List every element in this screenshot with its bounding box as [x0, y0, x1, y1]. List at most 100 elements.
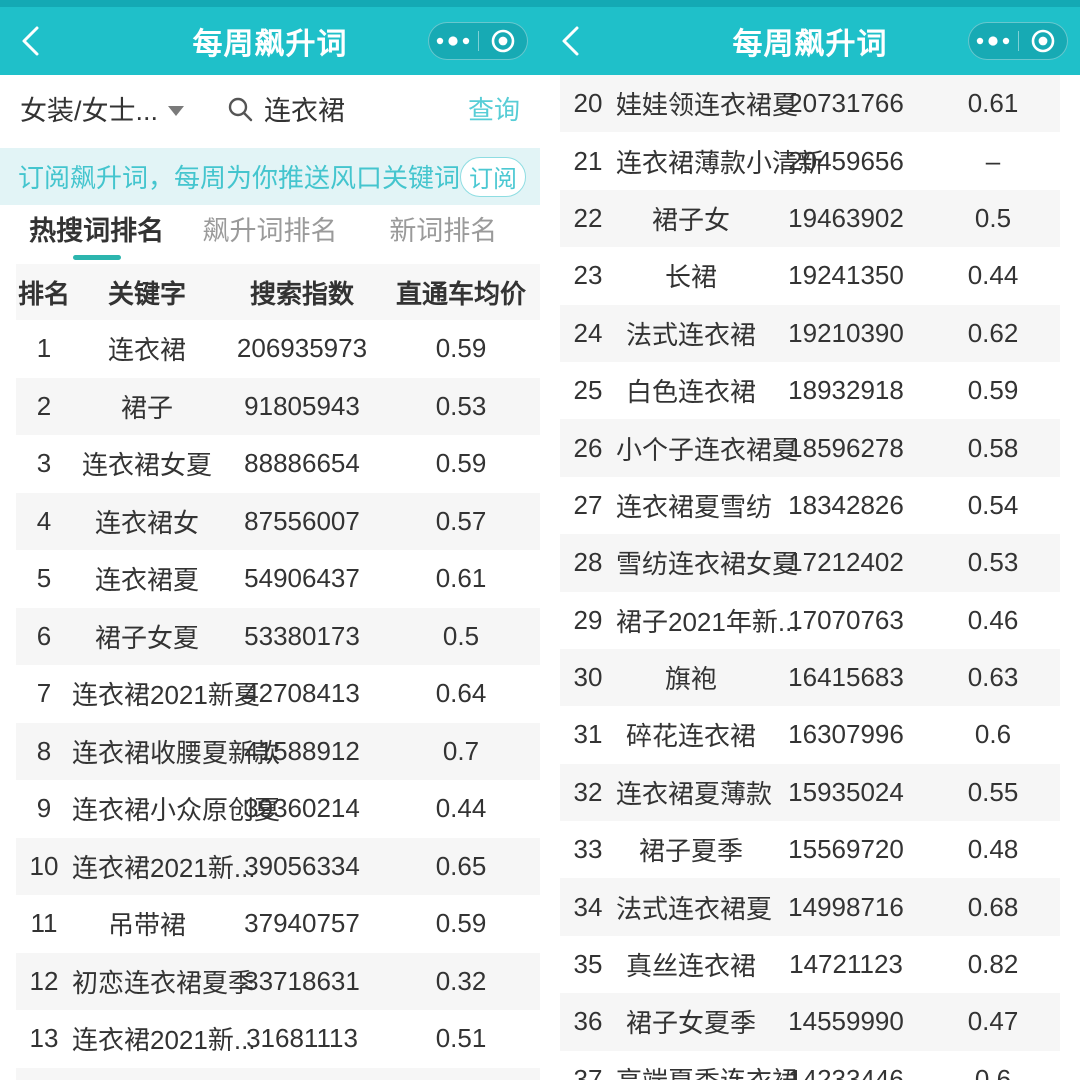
ranking-list[interactable]: 20 娃娃领连衣裙夏 20731766 0.61 21 连衣裙薄款小清新 20459656 –…	[560, 75, 1060, 1080]
column-header-keyword: 关键字	[107, 278, 186, 309]
index-cell: 88886654	[244, 448, 360, 479]
index-cell: 42708413	[244, 678, 360, 709]
caret-down-icon	[168, 105, 185, 116]
index-cell: 54906437	[244, 563, 360, 594]
price-cell: 0.63	[967, 662, 1019, 693]
table-row: 24 法式连衣裙 19210390 0.62	[560, 304, 1060, 362]
rank-cell: 33	[573, 834, 603, 865]
table-row: 7 连衣裙2021新夏 42708413 0.64	[16, 665, 540, 723]
index-cell: 20731766	[788, 88, 904, 119]
rank-cell: 21	[573, 145, 603, 176]
rank-cell: 3	[36, 448, 52, 479]
price-cell: 0.47	[967, 1006, 1019, 1037]
subscribe-banner: 订阅飙升词，每周为你推送风口关键词 订阅	[0, 148, 540, 205]
table-row: 12 初恋连衣裙夏季 33718631 0.32	[16, 952, 540, 1010]
price-cell: 0.44	[435, 793, 487, 824]
keyword-cell: 连衣裙女	[94, 507, 199, 538]
rank-cell: 28	[573, 547, 603, 578]
table-row: 22 裙子女 19463902 0.5	[560, 189, 1060, 248]
price-cell: 0.59	[435, 333, 487, 364]
index-cell: 14559990	[788, 1006, 904, 1037]
keyword-cell: 法式连衣裙	[625, 319, 756, 350]
back-button[interactable]	[0, 7, 60, 75]
page-title: 每周飙升词	[192, 28, 348, 61]
keyword-cell: 高端夏季连衣裙	[616, 1061, 798, 1080]
status-strip	[0, 0, 540, 7]
table-row: 13 连衣裙2021新... 31681113 0.51	[16, 1010, 540, 1068]
price-cell: 0.62	[967, 317, 1019, 348]
rank-cell: 34	[573, 891, 603, 922]
table-header-row: 排名 关键字 搜索指数 直通车均价	[16, 264, 540, 320]
search-input[interactable]: 连衣裙	[226, 89, 345, 128]
table-row: 36 裙子女夏季 14559990 0.47	[560, 993, 1060, 1051]
column-header-ppc-price: 直通车均价	[395, 278, 526, 309]
index-cell: 33718631	[244, 965, 360, 996]
index-cell: 37940757	[244, 908, 360, 939]
rank-cell: 1	[36, 333, 52, 364]
category-dropdown[interactable]: 女装/女士...	[20, 89, 185, 128]
table-row: 10 连衣裙2021新... 39056334 0.65	[16, 837, 540, 895]
index-cell: 16307996	[788, 719, 904, 750]
price-cell: 0.58	[967, 432, 1019, 463]
index-cell: 91805943	[244, 390, 360, 421]
more-button[interactable]	[969, 23, 1018, 59]
tab-bar: 热搜词排名 飙升词排名 新词排名	[0, 205, 540, 264]
keyword-cell: 旗袍	[664, 664, 717, 695]
subscribe-button[interactable]: 订阅	[460, 156, 526, 197]
tab-new-words-rank[interactable]: 新词排名	[357, 205, 530, 264]
price-cell: 0.59	[967, 375, 1019, 406]
table-row: 4 连衣裙女 87556007 0.57	[16, 492, 540, 550]
partial-next-row	[16, 1067, 540, 1080]
index-cell: 206935973	[236, 333, 368, 364]
right-screen: 每周飙升词 20 娃娃领连衣裙夏 20731766 0.61 21 连衣裙薄款小清新 204…	[540, 0, 1080, 1080]
chevron-left-icon	[558, 23, 582, 59]
three-dots-icon	[433, 34, 473, 48]
index-cell: 18932918	[788, 375, 904, 406]
tab-rising-words-rank[interactable]: 飙升词排名	[183, 205, 356, 264]
price-cell: –	[985, 145, 1001, 176]
keyword-cell: 连衣裙女夏	[81, 450, 212, 481]
table-row: 28 雪纺连衣裙女夏 17212402 0.53	[560, 534, 1060, 592]
page-title: 每周飙升词	[732, 28, 888, 61]
keyword-cell: 娃娃领连衣裙夏	[616, 90, 799, 121]
price-cell: 0.61	[435, 563, 487, 594]
price-cell: 0.7	[442, 735, 480, 766]
rank-cell: 30	[573, 662, 603, 693]
rank-cell: 8	[36, 735, 52, 766]
more-button[interactable]	[429, 23, 478, 59]
keyword-cell: 裙子	[120, 392, 173, 423]
index-cell: 20459656	[788, 145, 904, 176]
keyword-cell: 连衣裙薄款小清新	[616, 147, 825, 178]
index-cell: 15935024	[788, 776, 904, 807]
price-cell: 0.53	[435, 390, 487, 421]
rank-cell: 35	[573, 949, 603, 980]
index-cell: 39360214	[244, 793, 360, 824]
price-cell: 0.53	[967, 547, 1019, 578]
ranking-list[interactable]: 1 连衣裙 206935973 0.59 2 裙子 91805943 0.53 3 连衣裙女夏 88…	[16, 320, 540, 1068]
rank-cell: 12	[29, 965, 59, 996]
price-cell: 0.57	[435, 505, 487, 536]
table-row: 11 吊带裙 37940757 0.59	[16, 895, 540, 953]
price-cell: 0.48	[967, 834, 1019, 865]
rank-cell: 23	[573, 260, 603, 291]
rank-cell: 36	[573, 1006, 603, 1037]
table-row: 1 连衣裙 206935973 0.59	[16, 320, 540, 378]
table-row: 25 白色连衣裙 18932918 0.59	[560, 361, 1060, 420]
rank-cell: 20	[573, 88, 603, 119]
price-cell: 0.6	[974, 719, 1012, 750]
price-cell: 0.68	[967, 891, 1019, 922]
table-row: 35 真丝连衣裙 14721123 0.82	[560, 935, 1060, 994]
close-minimize-button[interactable]	[1019, 23, 1068, 59]
index-cell: 39056334	[244, 850, 360, 881]
query-button[interactable]: 查询	[467, 95, 520, 125]
tab-hot-search-rank[interactable]: 热搜词排名	[10, 205, 183, 264]
keyword-cell: 小个子连衣裙夏	[616, 434, 799, 465]
three-dots-icon	[973, 34, 1013, 48]
table-row: 29 裙子2021年新... 17070763 0.46	[560, 591, 1060, 649]
keyword-cell: 初恋连衣裙夏季	[72, 967, 255, 998]
keyword-cell: 连衣裙夏	[94, 565, 199, 596]
back-button[interactable]	[540, 7, 600, 75]
close-minimize-button[interactable]	[479, 23, 528, 59]
app-bar: 每周飙升词	[540, 7, 1080, 75]
